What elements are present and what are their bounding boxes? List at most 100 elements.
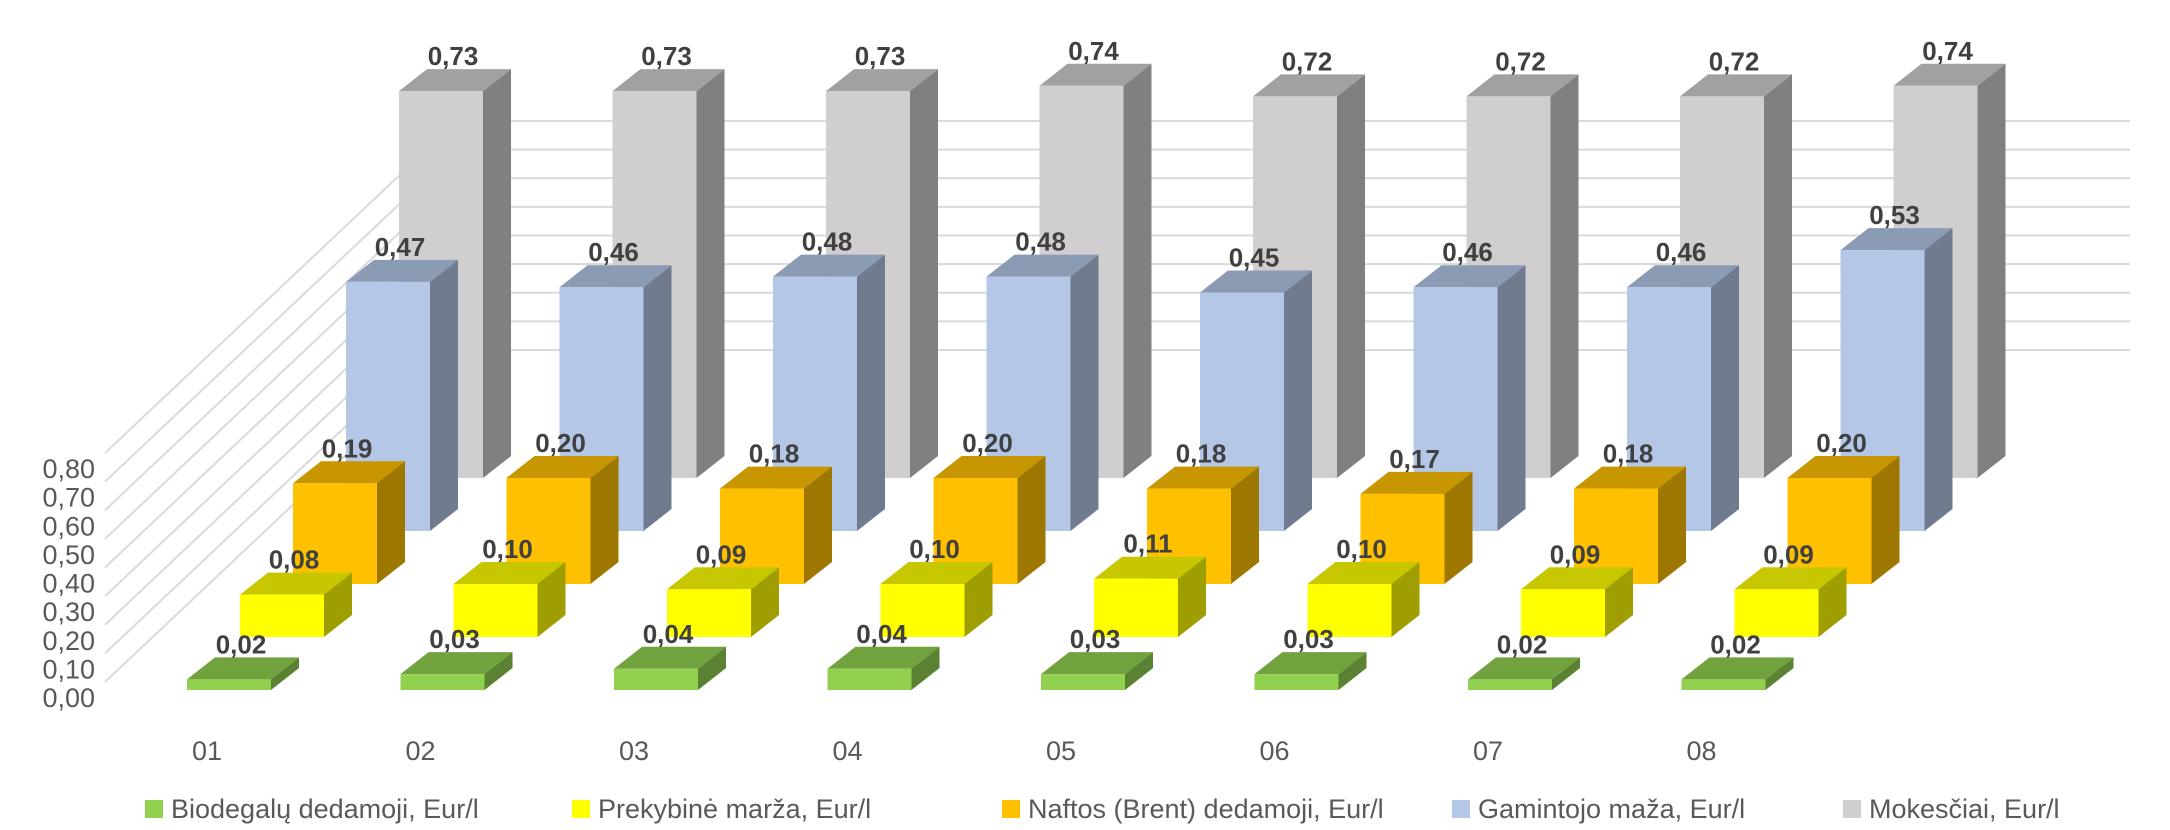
bar-top	[399, 69, 511, 92]
data-label: 0,53	[1869, 200, 1920, 230]
data-label: 0,09	[1763, 539, 1814, 569]
bar-top	[1787, 456, 1900, 478]
y-tick-label: 0,10	[42, 654, 95, 684]
y-tick-label: 0,40	[42, 569, 95, 599]
data-label: 0,09	[1550, 539, 1601, 569]
bar-side	[537, 562, 566, 637]
bar-top	[986, 254, 1099, 277]
legend-label: Mokesčiai, Eur/l	[1869, 794, 2060, 824]
data-label: 0,10	[482, 534, 533, 564]
data-label: 0,02	[1497, 629, 1548, 659]
bar-top	[1094, 556, 1206, 579]
bar	[1360, 471, 1473, 584]
bar	[1041, 652, 1153, 690]
legend-swatch	[1452, 800, 1470, 818]
bar-side	[1125, 652, 1153, 690]
bar	[1094, 556, 1206, 637]
bar-side	[1924, 228, 1953, 531]
bar-top	[880, 562, 993, 584]
y-axis-ticks: 0,000,100,200,300,400,500,600,700,80	[42, 454, 95, 713]
bar-front	[614, 668, 698, 690]
bar-side	[1552, 657, 1580, 690]
bar-front	[1734, 589, 1819, 637]
data-labels: 0,73 0,73 0,73 0,74 0,72 0,72 0,72 0,74 0,47 0,46…	[216, 36, 1974, 660]
bar-side	[484, 652, 513, 690]
legend-item: Gamintojo maža, Eur/l	[1452, 794, 1745, 824]
bar	[1734, 567, 1847, 637]
bar-side	[1178, 556, 1206, 637]
x-tick-label: 07	[1473, 736, 1503, 766]
data-label: 0,10	[909, 534, 960, 564]
x-tick-label: 04	[832, 736, 862, 766]
bar-side	[271, 657, 299, 690]
bar-top	[1521, 567, 1633, 590]
bar	[1254, 652, 1367, 690]
legend-swatch	[145, 800, 163, 818]
data-label: 0,18	[1176, 439, 1227, 469]
bar-side	[696, 69, 725, 478]
bar-side	[430, 259, 458, 531]
data-label: 0,73	[855, 41, 906, 71]
bar-front	[1041, 674, 1125, 690]
bar-front	[1521, 589, 1605, 637]
legend-item: Biodegalų dedamoji, Eur/l	[145, 794, 479, 824]
bar-top	[1893, 63, 2006, 86]
bar	[400, 652, 513, 690]
bar-side	[324, 572, 352, 637]
bar-top	[1147, 466, 1259, 489]
bar-top	[1468, 657, 1580, 680]
bar-top	[1574, 466, 1686, 489]
bar-front	[1254, 674, 1339, 690]
legend-label: Naftos (Brent) dedamoji, Eur/l	[1028, 794, 1384, 824]
bar-top	[506, 456, 619, 478]
bar-side	[910, 69, 938, 478]
gridline-side	[104, 177, 458, 512]
legend-swatch	[1002, 800, 1020, 818]
data-label: 0,08	[269, 545, 320, 575]
bar-top	[614, 646, 726, 669]
bar-side	[698, 646, 726, 690]
bar-top	[293, 461, 405, 484]
bar-side	[1338, 652, 1367, 690]
bar-top	[453, 562, 566, 584]
bar-side	[1818, 567, 1847, 637]
bar	[187, 657, 299, 690]
legend-swatch	[1843, 800, 1861, 818]
bar-side	[1231, 466, 1259, 584]
legend-label: Gamintojo maža, Eur/l	[1478, 794, 1745, 824]
bar-top	[1254, 652, 1367, 675]
bar-front	[827, 668, 912, 690]
bar-side	[1497, 265, 1526, 531]
bar-top	[1039, 63, 1152, 86]
legend-item: Prekybinė marža, Eur/l	[572, 794, 871, 824]
data-label: 0,72	[1709, 46, 1760, 76]
bar-side	[911, 646, 940, 690]
bar-top	[667, 567, 779, 590]
bar	[1307, 562, 1420, 637]
legend: Biodegalų dedamoji, Eur/l Prekybinė marža…	[145, 794, 2060, 824]
bar-top	[1840, 228, 1953, 251]
bar-top	[1681, 657, 1794, 680]
bar	[453, 562, 566, 637]
bar	[1521, 567, 1633, 637]
data-label: 0,10	[1336, 534, 1387, 564]
bar-top	[720, 466, 832, 489]
x-tick-label: 01	[192, 736, 222, 766]
gridline-side	[104, 120, 458, 454]
data-label: 0,03	[429, 624, 480, 654]
data-label: 0,04	[856, 619, 907, 649]
bar-side	[590, 456, 619, 584]
bars	[187, 63, 2006, 690]
x-tick-label: 06	[1259, 736, 1289, 766]
bar-top	[187, 657, 299, 680]
bar-top	[1041, 652, 1153, 675]
bar-side	[751, 567, 779, 637]
bar-side	[964, 562, 993, 637]
bar-side	[377, 461, 405, 584]
bar-front	[293, 483, 377, 584]
x-tick-label: 05	[1046, 736, 1076, 766]
bar-top	[1360, 471, 1473, 494]
bar-front	[453, 584, 538, 637]
y-tick-label: 0,60	[42, 511, 95, 541]
